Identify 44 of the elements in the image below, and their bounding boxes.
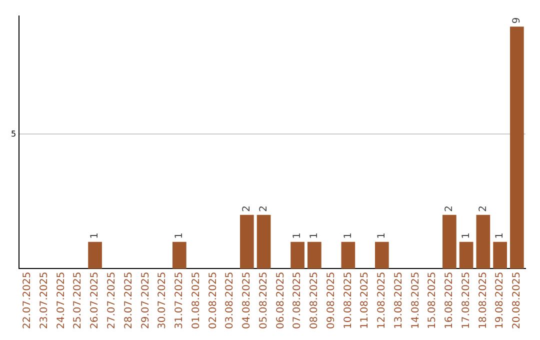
x-tick-label: 24.07.2025 (56, 272, 67, 330)
data-label: 1 (494, 232, 506, 239)
x-tick-label: 30.07.2025 (157, 272, 168, 330)
x-tick-label: 10.08.2025 (342, 272, 354, 330)
x-tick-label: 06.08.2025 (275, 272, 286, 330)
data-label: 1 (90, 232, 101, 239)
x-tick-label: 15.08.2025 (427, 272, 438, 330)
x-tick-label: 11.08.2025 (360, 272, 371, 330)
x-tick-label: 01.08.2025 (190, 272, 202, 330)
data-label: 1 (292, 232, 304, 239)
x-tick-label: 09.08.2025 (326, 272, 337, 330)
x-tick-label: 07.08.2025 (292, 272, 304, 330)
x-tick-label: 17.08.2025 (460, 272, 472, 330)
x-tick-label: 22.07.2025 (22, 272, 34, 330)
x-tick-label: 16.08.2025 (444, 272, 456, 330)
x-tick-label: 18.08.2025 (478, 272, 489, 330)
x-tick-label: 12.08.2025 (376, 272, 388, 330)
x-tick-label: 04.08.2025 (242, 272, 253, 330)
x-tick-label: 02.08.2025 (208, 272, 219, 330)
y-tick-label: 5 (10, 129, 16, 138)
x-tick-label: 31.07.2025 (174, 272, 186, 330)
data-label: 1 (376, 232, 388, 239)
data-label: 1 (174, 232, 186, 239)
data-label: 9 (512, 17, 523, 24)
x-tick-label: 08.08.2025 (309, 272, 320, 330)
x-tick-label: 13.08.2025 (393, 272, 404, 330)
x-tick-label: 29.07.2025 (140, 272, 152, 330)
data-label: 1 (309, 232, 320, 239)
x-tick-label: 28.07.2025 (123, 272, 134, 330)
x-tick-label: 14.08.2025 (410, 272, 422, 330)
data-label: 1 (342, 232, 354, 239)
x-tick-label: 19.08.2025 (494, 272, 506, 330)
x-tick-label: 27.07.2025 (106, 272, 118, 330)
data-label: 2 (478, 206, 489, 212)
data-label: 2 (242, 206, 253, 212)
x-tick-label: 25.07.2025 (72, 272, 84, 330)
x-tick-label: 26.07.2025 (90, 272, 101, 330)
x-tick-label: 05.08.2025 (258, 272, 270, 330)
x-tick-label: 03.08.2025 (224, 272, 236, 330)
x-tick-label: 20.08.2025 (512, 272, 523, 330)
x-tick-label: 23.07.2025 (39, 272, 50, 330)
data-label: 2 (444, 206, 456, 212)
data-label: 1 (460, 232, 472, 239)
data-label: 2 (258, 206, 270, 212)
